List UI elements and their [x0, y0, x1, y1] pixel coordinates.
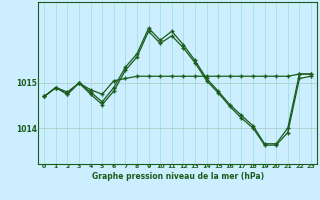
X-axis label: Graphe pression niveau de la mer (hPa): Graphe pression niveau de la mer (hPa) — [92, 172, 264, 181]
